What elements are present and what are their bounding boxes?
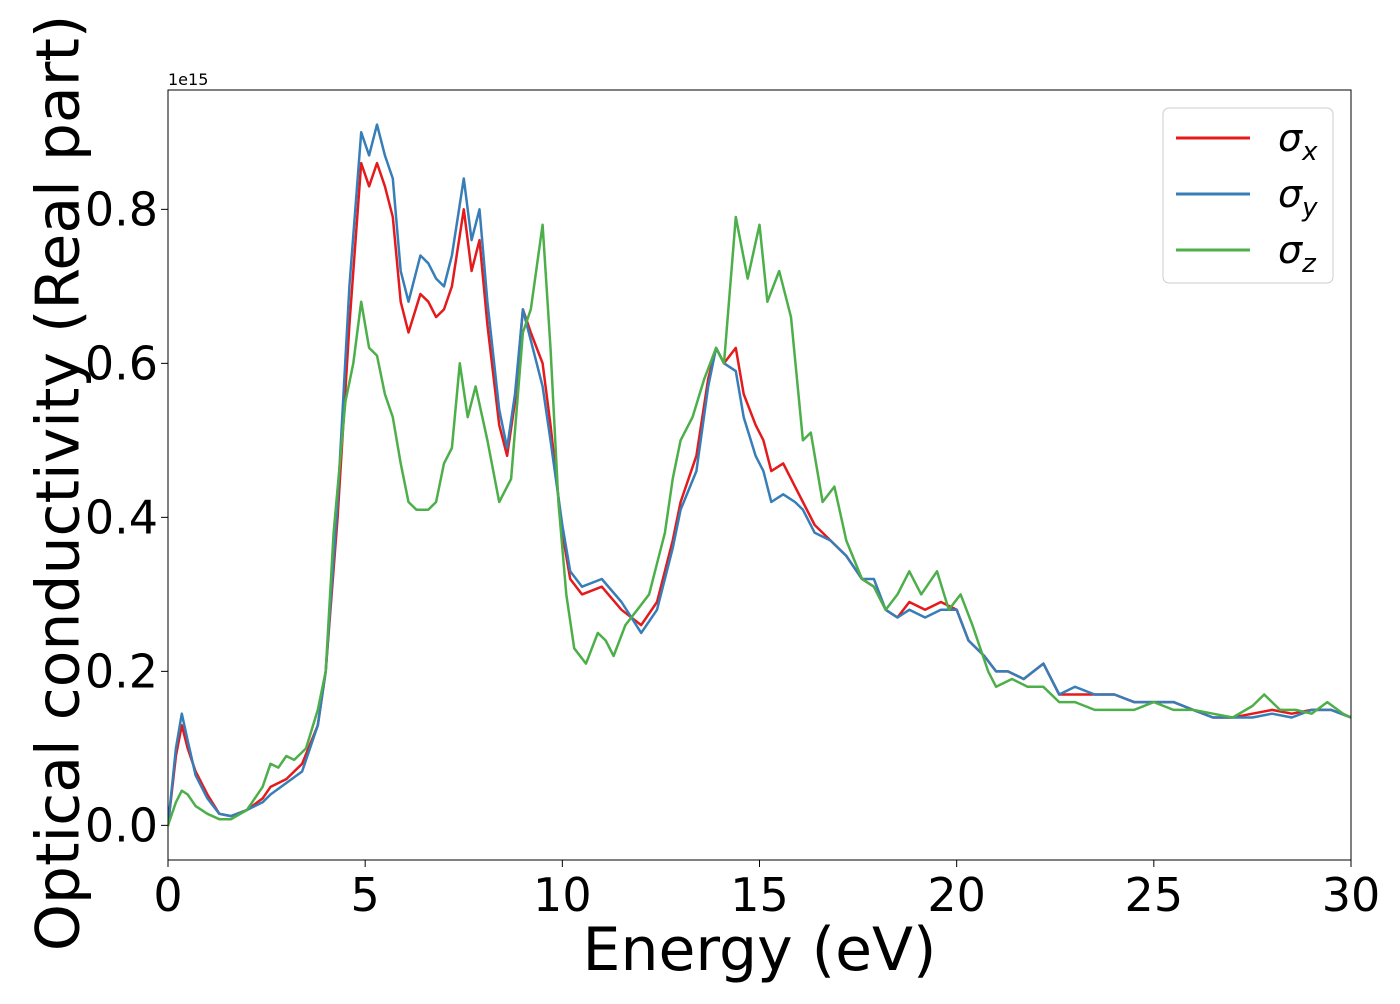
y-tick-label: 0.6 (85, 336, 158, 390)
legend-label-x: σx (1278, 116, 1318, 167)
series-line-y (168, 123, 1351, 827)
x-tick-label: 20 (927, 868, 986, 922)
series-line-z (168, 215, 1351, 827)
x-tick-label: 0 (153, 868, 182, 922)
x-tick-label: 15 (730, 868, 789, 922)
y-tick-label: 0.2 (85, 644, 158, 698)
y-tick-label: 0.4 (85, 490, 158, 544)
y-tick-label: 0.8 (85, 182, 158, 236)
y-axis-label: Optical conductivity (Real part) (24, 15, 94, 952)
y-tick-label: 0.0 (85, 798, 158, 852)
legend-label-y: σy (1278, 172, 1318, 223)
x-tick-label: 30 (1322, 868, 1381, 922)
legend-label-z: σz (1278, 228, 1317, 279)
x-tick-label: 5 (351, 868, 380, 922)
y-offset-label: 1e15 (168, 70, 208, 89)
ticks-layer: 0 5 10 15 20 25 30 0.0 0.2 0.4 0.6 0.8 (85, 182, 1380, 922)
x-axis-label: Energy (eV) (583, 915, 937, 985)
x-tick-label: 25 (1125, 868, 1184, 922)
x-tick-label: 10 (533, 868, 592, 922)
series-layer (168, 123, 1351, 827)
